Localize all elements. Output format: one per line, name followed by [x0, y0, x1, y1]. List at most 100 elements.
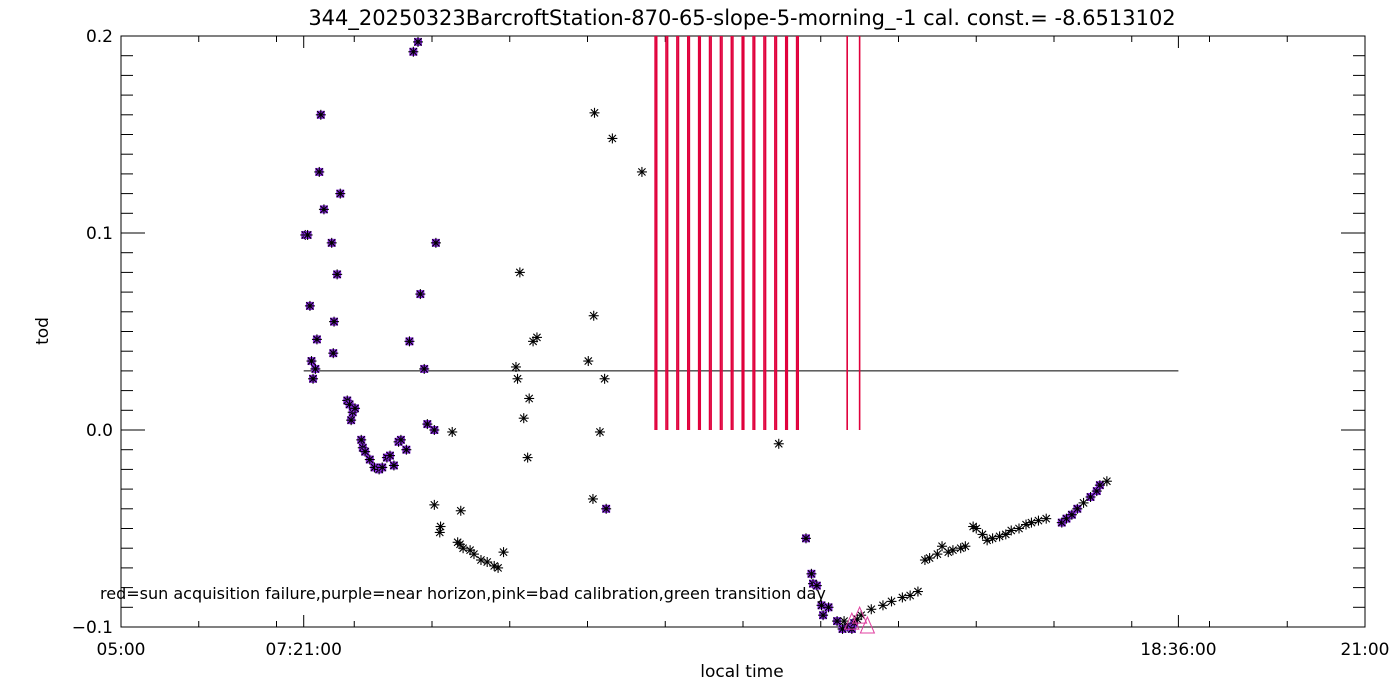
data-point — [493, 562, 504, 573]
data-point — [514, 267, 525, 278]
data-point — [607, 133, 618, 144]
data-point — [1041, 513, 1052, 524]
data-point — [599, 373, 610, 384]
data-point — [589, 107, 600, 118]
near-horizon-point — [308, 373, 319, 384]
near-horizon-point — [356, 434, 367, 445]
data-point — [447, 426, 458, 437]
y-tick-label: 0.2 — [86, 27, 113, 47]
data-point — [510, 361, 521, 372]
data-point — [937, 541, 948, 552]
data-point — [1026, 517, 1037, 528]
data-point — [429, 499, 440, 510]
x-tick-label: 18:36:00 — [1140, 640, 1216, 660]
near-horizon-point — [388, 460, 399, 471]
data-point — [987, 533, 998, 544]
near-horizon-point — [318, 204, 329, 215]
near-horizon-point — [419, 363, 430, 374]
data-point — [773, 438, 784, 449]
data-point — [583, 356, 594, 367]
data-point — [458, 543, 469, 554]
near-horizon-point — [306, 356, 317, 367]
data-point — [905, 590, 916, 601]
sun-acquisition-failure-layer — [654, 36, 861, 430]
near-horizon-point — [404, 336, 415, 347]
x-tick-label: 07:21:00 — [266, 640, 342, 660]
near-horizon-point — [360, 446, 371, 457]
data-point — [636, 166, 647, 177]
data-point — [588, 310, 599, 321]
near-horizon-point — [811, 580, 822, 591]
near-horizon-point — [314, 166, 325, 177]
data-point — [1101, 476, 1112, 487]
data-point — [498, 547, 509, 558]
data-point — [455, 505, 466, 516]
near-horizon-point — [800, 533, 811, 544]
near-horizon-point — [401, 444, 412, 455]
data-point — [1006, 525, 1017, 536]
near-horizon-point — [395, 434, 406, 445]
bad-calibration-marker — [859, 615, 876, 634]
near-horizon-point — [377, 462, 388, 473]
data-point — [512, 373, 523, 384]
near-horizon-point — [329, 316, 340, 327]
data-point — [924, 553, 935, 564]
data-point — [839, 616, 850, 627]
near-horizon-point — [335, 188, 346, 199]
data-point — [971, 523, 982, 534]
near-horizon-point — [1094, 480, 1105, 491]
near-horizon-point — [429, 425, 440, 435]
data-point — [587, 493, 598, 504]
near-horizon-point — [332, 269, 343, 280]
near-horizon-point — [328, 348, 339, 359]
near-horizon-point — [304, 300, 315, 311]
data-point — [960, 541, 971, 552]
near-horizon-point — [601, 503, 612, 514]
data-point — [1033, 515, 1044, 526]
x-tick-label: 21:00 — [1341, 640, 1390, 660]
near-horizon-point — [364, 454, 375, 465]
near-horizon-point — [315, 109, 326, 120]
near-horizon-point — [346, 415, 357, 426]
near-horizon-point — [413, 36, 424, 47]
data-point — [877, 600, 888, 611]
axis-ticks: 05:00 07:21:00 18:36:00 21:00 −0.1 0.0 0.1 0.2 — [72, 27, 1390, 660]
data-point — [897, 592, 908, 603]
data-point — [1000, 529, 1011, 540]
data-point — [982, 535, 993, 546]
data-point — [434, 527, 445, 538]
near-horizon-point — [430, 237, 441, 248]
y-tick-label: 0.1 — [86, 224, 113, 244]
data-point — [594, 426, 605, 437]
legend-annotation: red=sun acquisition failure,purple=near … — [100, 584, 826, 603]
near-horizon-point — [408, 46, 419, 57]
y-tick-label: −0.1 — [72, 618, 113, 638]
data-point — [947, 545, 958, 556]
near-horizon-point — [415, 289, 426, 300]
data-point — [912, 586, 923, 597]
data-point — [866, 604, 877, 615]
data-point — [531, 332, 542, 343]
data-point — [524, 393, 535, 404]
chart-title: 344_20250323BarcroftStation-870-65-slope… — [308, 6, 1175, 31]
data-point — [518, 413, 529, 424]
bad-calibration-marker — [851, 605, 868, 624]
bad-calibration-marker — [844, 611, 860, 630]
near-horizon-point — [818, 610, 829, 621]
x-tick-label: 05:00 — [97, 640, 146, 660]
near-horizon-point — [385, 450, 396, 461]
data-points-layer — [300, 36, 1112, 634]
y-axis-label: tod — [33, 317, 53, 345]
near-horizon-point — [311, 334, 322, 345]
data-point — [1014, 523, 1025, 534]
data-point — [522, 452, 533, 463]
near-horizon-point — [350, 403, 361, 414]
data-point — [932, 549, 943, 560]
data-point — [1078, 497, 1089, 508]
near-horizon-point — [326, 237, 337, 248]
near-horizon-point — [823, 602, 834, 613]
near-horizon-point — [1072, 503, 1083, 514]
near-horizon-point — [422, 419, 433, 430]
data-point — [482, 556, 493, 567]
